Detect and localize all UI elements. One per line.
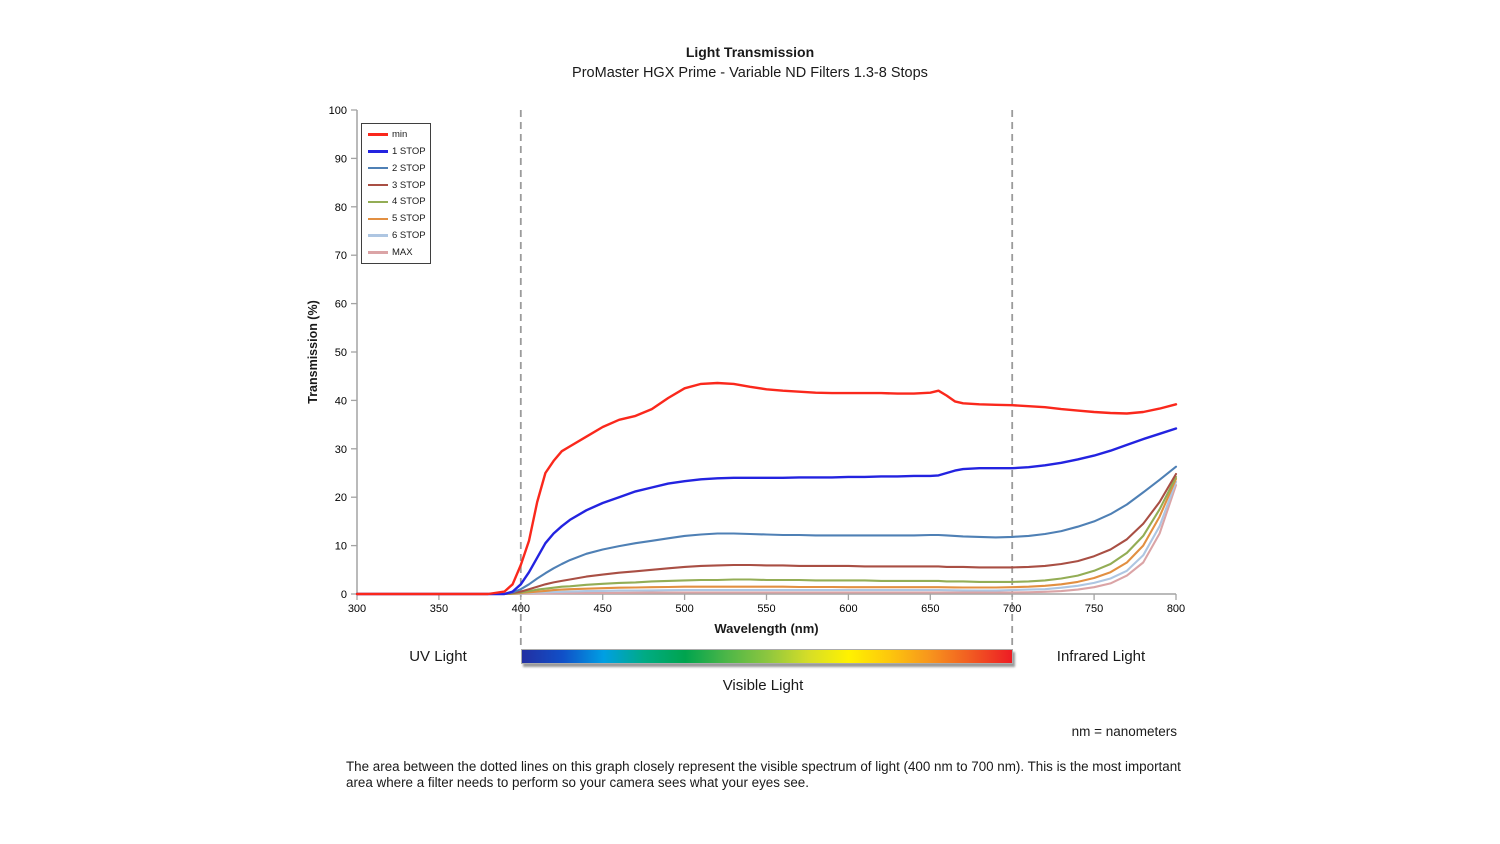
x-tick-label: 750 (1085, 603, 1103, 615)
x-tick-label: 400 (512, 603, 530, 615)
legend-item-max: MAX (368, 247, 426, 258)
legend-line-swatch (368, 166, 388, 170)
y-tick-label: 60 (335, 299, 347, 311)
nm-abbreviation-note: nm = nanometers (1071, 724, 1177, 739)
chart-subtitle: ProMaster HGX Prime - Variable ND Filter… (572, 65, 928, 81)
page-title: Light Transmission (685, 44, 815, 60)
x-tick-label: 550 (757, 603, 775, 615)
legend-line-swatch (368, 200, 388, 204)
uv-light-label: UV Light (409, 648, 467, 665)
legend-item-1-stop: 1 STOP (368, 146, 426, 157)
y-tick-label: 10 (335, 541, 347, 553)
visible-spectrum-gradient-bar (521, 649, 1013, 664)
series-line-3-stop (355, 472, 1178, 596)
y-axis-label: Transmission (%) (306, 300, 320, 404)
legend-item-3-stop: 3 STOP (368, 180, 426, 191)
legend-label: 2 STOP (392, 162, 426, 174)
footnote-paragraph: The area between the dotted lines on thi… (346, 759, 1181, 791)
series-line-5-stop (355, 477, 1178, 596)
legend-label: 1 STOP (392, 145, 426, 157)
y-tick-label: 70 (335, 250, 347, 262)
y-tick-label: 0 (341, 589, 347, 601)
legend-item-2-stop: 2 STOP (368, 163, 426, 174)
legend-label: 4 STOP (392, 196, 426, 208)
legend-line-swatch (368, 217, 388, 220)
y-tick-label: 50 (335, 347, 347, 359)
legend-label: MAX (392, 246, 413, 258)
x-tick-label: 450 (594, 603, 612, 615)
y-tick-label: 40 (335, 395, 347, 407)
x-tick-label: 650 (921, 603, 939, 615)
legend-label: min (392, 129, 408, 140)
series-line-4-stop (355, 475, 1178, 596)
legend-label: 3 STOP (392, 179, 426, 191)
y-tick-label: 30 (335, 444, 347, 456)
legend-item-5-stop: 5 STOP (368, 213, 426, 224)
x-tick-label: 350 (430, 603, 448, 615)
legend-line-swatch (368, 234, 388, 237)
legend-line-swatch (368, 133, 388, 136)
chart-legend: min 1 STOP 2 STOP 3 STOP 4 STOP 5 STOP 6 STOP M… (361, 123, 431, 264)
x-tick-label: 300 (348, 603, 366, 615)
x-tick-label: 700 (1003, 603, 1021, 615)
x-tick-label: 800 (1167, 603, 1185, 615)
series-line-min (355, 381, 1178, 596)
series-line-2-stop (355, 465, 1178, 596)
visible-light-label: Visible Light (722, 677, 804, 694)
series-line-1-stop (355, 427, 1178, 596)
legend-line-swatch (368, 150, 388, 153)
x-axis-label: Wavelength (nm) (714, 621, 819, 636)
legend-line-swatch (368, 251, 388, 254)
infrared-light-label: Infrared Light (1056, 648, 1146, 665)
legend-line-swatch (368, 183, 388, 187)
x-tick-label: 600 (839, 603, 857, 615)
series-line-6-stop (355, 480, 1178, 596)
y-tick-label: 90 (335, 153, 347, 165)
y-tick-label: 20 (335, 492, 347, 504)
legend-item-6-stop: 6 STOP (368, 230, 426, 241)
legend-item-min: min (368, 129, 426, 140)
legend-label: 6 STOP (392, 230, 426, 242)
legend-item-4-stop: 4 STOP (368, 196, 426, 207)
series-line-max (355, 484, 1178, 596)
y-tick-label: 80 (335, 202, 347, 214)
x-tick-label: 500 (675, 603, 693, 615)
y-tick-label: 100 (329, 105, 347, 117)
legend-label: 5 STOP (392, 213, 426, 225)
